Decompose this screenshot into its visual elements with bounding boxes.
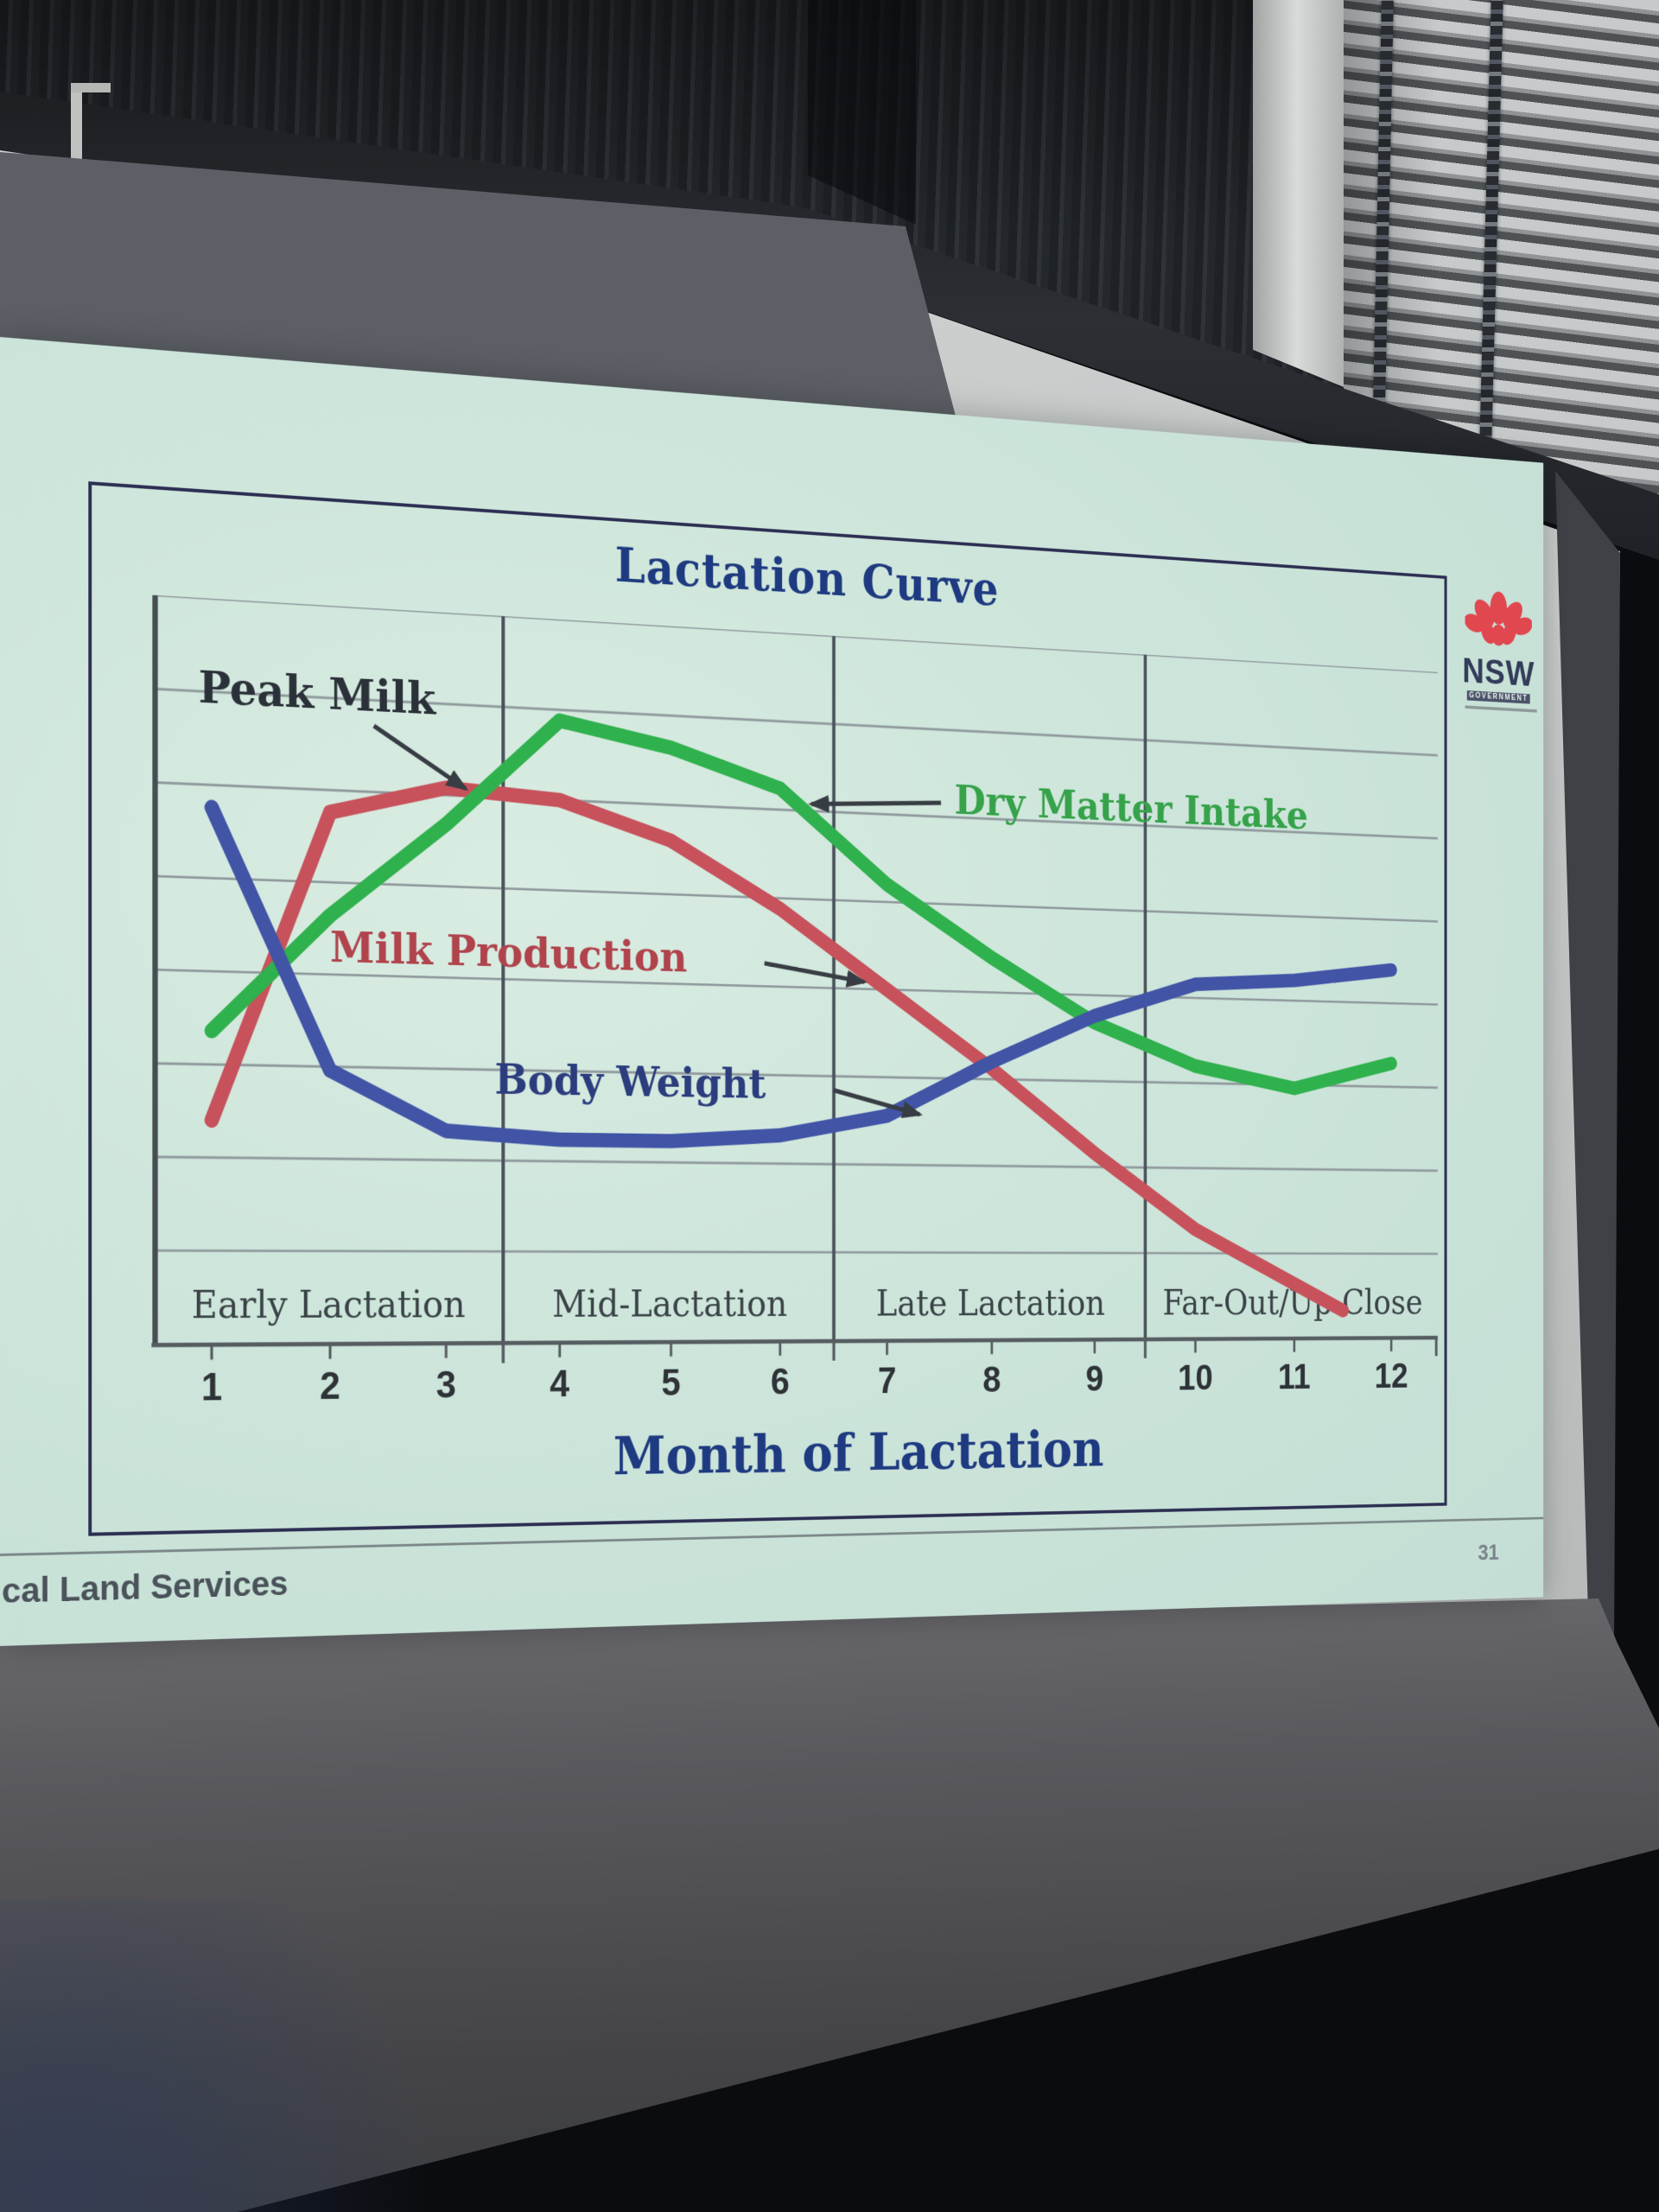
presentation-slide: Lactation Curve Early Lactation Mid-Lacta… [0, 337, 1543, 1646]
month-number: 9 [1085, 1358, 1103, 1399]
stage-label: Far-Out/Up-Close [1163, 1284, 1423, 1323]
waratah-flower-icon [1461, 590, 1535, 648]
screen-mount-bracket-arm [71, 83, 111, 92]
month-number: 10 [1178, 1357, 1212, 1397]
annotation-label-bw: Body Weight [494, 1054, 766, 1108]
stage-label: Late Lactation [876, 1284, 1105, 1325]
bottom-left-glow [0, 1901, 605, 2212]
nsw-government-logo: NSW GOVERNMENT [1455, 582, 1542, 705]
month-number: 11 [1278, 1357, 1311, 1396]
lactation-curve-chart: Early Lactation Mid-Lactation Late Lactati… [151, 595, 1439, 1499]
gridline-horizontal [153, 1157, 1437, 1171]
slide-footer-text: cal Land Services [1, 1563, 289, 1611]
month-number: 12 [1375, 1356, 1408, 1395]
month-number: 2 [320, 1363, 340, 1407]
series-body_weight [212, 807, 1391, 1150]
month-number: 7 [878, 1359, 896, 1401]
annotation-label-dmi: Dry Matter Intake [954, 776, 1307, 838]
slide-page-number: 31 [1478, 1540, 1499, 1566]
nsw-logo-government-text: GOVERNMENT [1466, 690, 1530, 704]
chart-frame: Lactation Curve Early Lactation Mid-Lacta… [88, 481, 1446, 1536]
annotation-arrow-peak_milk [374, 726, 466, 789]
month-number: 6 [771, 1360, 790, 1402]
stage-label: Early Lactation [192, 1284, 466, 1327]
logo-divider-line [1465, 705, 1537, 713]
screen-mount-bracket [71, 83, 82, 159]
month-number: 5 [661, 1361, 680, 1403]
series-milk_production [212, 778, 1343, 1314]
month-number: 4 [550, 1362, 569, 1404]
month-number: 1 [201, 1364, 222, 1408]
nsw-logo-text: NSW [1462, 649, 1535, 694]
chart-plot-area: Early Lactation Mid-Lactation Late Lactati… [151, 595, 1439, 1499]
annotation-label-peak_milk: Peak Milk [199, 661, 437, 725]
window-frame [1253, 0, 1350, 390]
x-axis-title: Month of Lactation [613, 1421, 1104, 1487]
series-dry_matter_intake [212, 703, 1391, 1090]
annotation-label-milk: Milk Production [330, 922, 687, 982]
month-number: 3 [436, 1363, 456, 1406]
annotation-arrow-dmi [811, 797, 941, 810]
stage-label: Mid-Lactation [552, 1284, 787, 1325]
x-axis-line [151, 1338, 1438, 1345]
month-number: 8 [982, 1359, 1001, 1400]
